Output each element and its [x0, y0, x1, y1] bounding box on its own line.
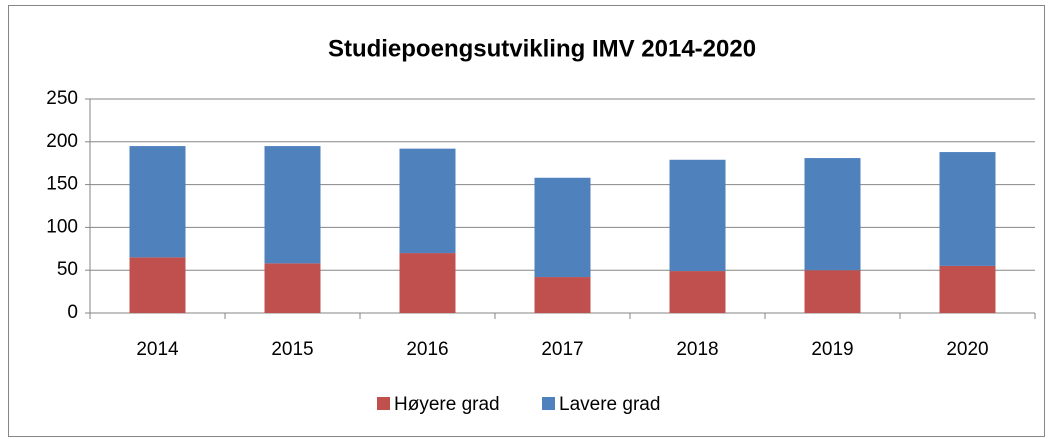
x-tick-label: 2016 [406, 339, 448, 360]
bar-segment [939, 265, 996, 313]
y-tick-label: 250 [46, 88, 78, 109]
x-tick-label: 2020 [946, 339, 988, 360]
x-tick-label: 2019 [811, 339, 853, 360]
bar-segment [129, 146, 186, 258]
y-tick-label: 50 [57, 259, 78, 280]
bar-segment [129, 257, 186, 313]
y-tick-label: 200 [46, 131, 78, 152]
x-tick-label: 2017 [541, 339, 583, 360]
x-tick-label: 2014 [136, 339, 179, 360]
bar-segment [669, 159, 726, 272]
x-tick-label: 2015 [271, 339, 313, 360]
y-tick-label: 0 [67, 302, 78, 323]
bar-segment [669, 271, 726, 313]
y-tick-label: 150 [46, 174, 78, 195]
bar-segment [264, 146, 321, 264]
bar-segment [804, 158, 861, 271]
bar-segment [264, 263, 321, 313]
legend-swatch [542, 397, 555, 410]
legend-label: Høyere grad [394, 394, 500, 415]
bar-segment [399, 148, 456, 254]
legend-swatch [377, 397, 390, 410]
x-tick-label: 2018 [676, 339, 718, 360]
chart-title: Studiepoengsutvikling IMV 2014-2020 [328, 35, 756, 62]
bar-segment [804, 270, 861, 313]
bar-segment [534, 177, 591, 278]
legend-label: Lavere grad [559, 394, 660, 415]
bar-segment [534, 277, 591, 313]
bar-segment [939, 152, 996, 266]
y-tick-label: 100 [46, 216, 78, 237]
bar-segment [399, 253, 456, 313]
